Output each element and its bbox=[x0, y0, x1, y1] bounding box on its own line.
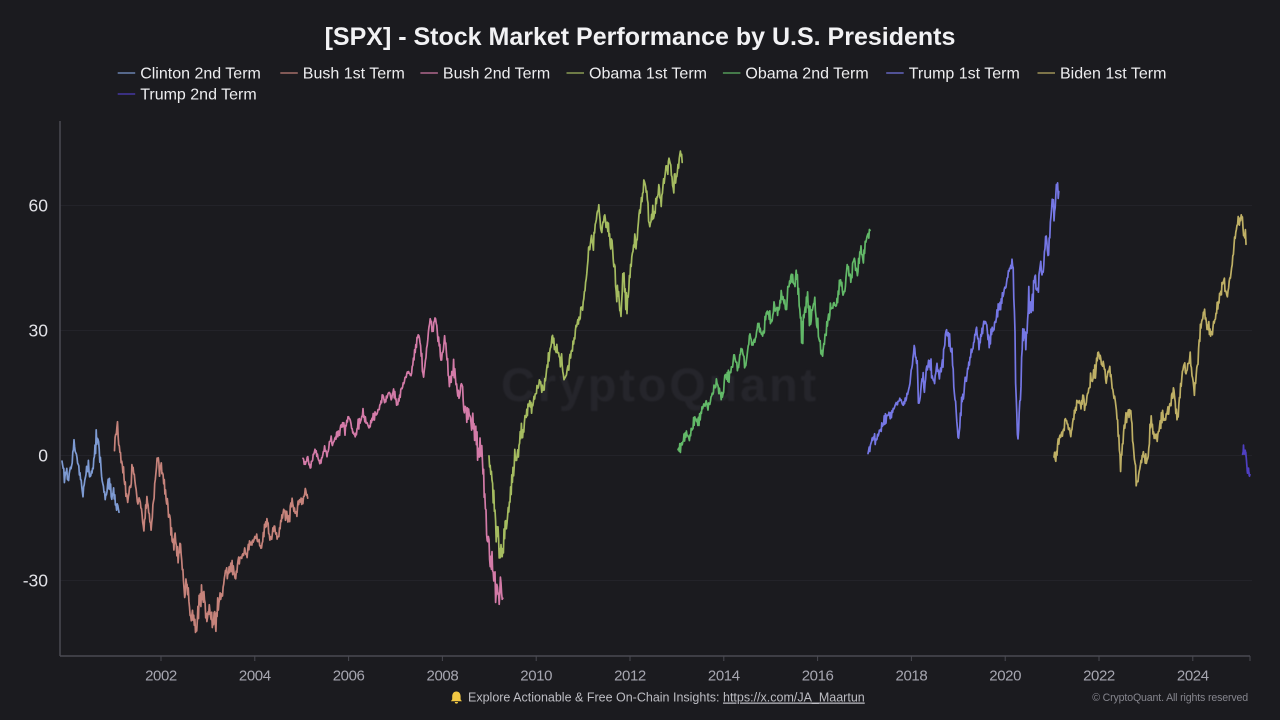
svg-text:Clinton 2nd Term: Clinton 2nd Term bbox=[140, 65, 261, 82]
svg-text:Trump 2nd Term: Trump 2nd Term bbox=[140, 86, 256, 103]
svg-text:Explore Actionable & Free On-C: Explore Actionable & Free On-Chain Insig… bbox=[468, 691, 865, 705]
svg-text:Obama 1st Term: Obama 1st Term bbox=[589, 65, 707, 82]
svg-text:2022: 2022 bbox=[1083, 668, 1115, 685]
svg-text:CryptoQuant: CryptoQuant bbox=[501, 358, 819, 411]
svg-text:[SPX] - Stock Market Performan: [SPX] - Stock Market Performance by U.S.… bbox=[325, 23, 956, 51]
svg-text:2016: 2016 bbox=[802, 668, 834, 685]
svg-text:Bush 2nd Term: Bush 2nd Term bbox=[443, 65, 550, 82]
svg-text:Obama 2nd Term: Obama 2nd Term bbox=[745, 65, 868, 82]
svg-text:2024: 2024 bbox=[1177, 668, 1209, 685]
svg-text:Biden 1st Term: Biden 1st Term bbox=[1060, 65, 1166, 82]
svg-text:Bush 1st Term: Bush 1st Term bbox=[303, 65, 405, 82]
svg-text:2010: 2010 bbox=[520, 668, 552, 685]
svg-text:2004: 2004 bbox=[239, 668, 271, 685]
svg-text:© CryptoQuant. All rights rese: © CryptoQuant. All rights reserved bbox=[1092, 692, 1248, 704]
svg-text:2018: 2018 bbox=[896, 668, 928, 685]
svg-text:30: 30 bbox=[29, 321, 49, 341]
svg-text:60: 60 bbox=[29, 196, 49, 216]
svg-text:2006: 2006 bbox=[333, 668, 365, 685]
svg-text:2020: 2020 bbox=[989, 668, 1021, 685]
svg-text:2008: 2008 bbox=[427, 668, 459, 685]
svg-text:2014: 2014 bbox=[708, 668, 740, 685]
svg-text:2002: 2002 bbox=[145, 668, 177, 685]
svg-text:-30: -30 bbox=[23, 571, 49, 591]
svg-text:Trump 1st Term: Trump 1st Term bbox=[909, 65, 1020, 82]
svg-text:0: 0 bbox=[38, 446, 48, 466]
svg-text:2012: 2012 bbox=[614, 668, 646, 685]
